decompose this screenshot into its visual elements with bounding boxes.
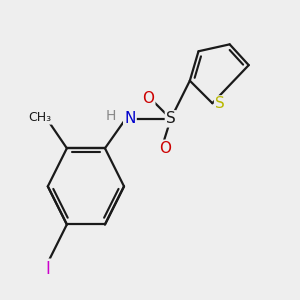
Text: O: O (142, 91, 154, 106)
Text: H: H (106, 109, 116, 123)
Text: CH₃: CH₃ (28, 111, 51, 124)
Text: I: I (45, 260, 50, 278)
Text: O: O (160, 141, 172, 156)
Text: N: N (124, 111, 136, 126)
Text: S: S (166, 111, 176, 126)
Text: S: S (215, 96, 225, 111)
